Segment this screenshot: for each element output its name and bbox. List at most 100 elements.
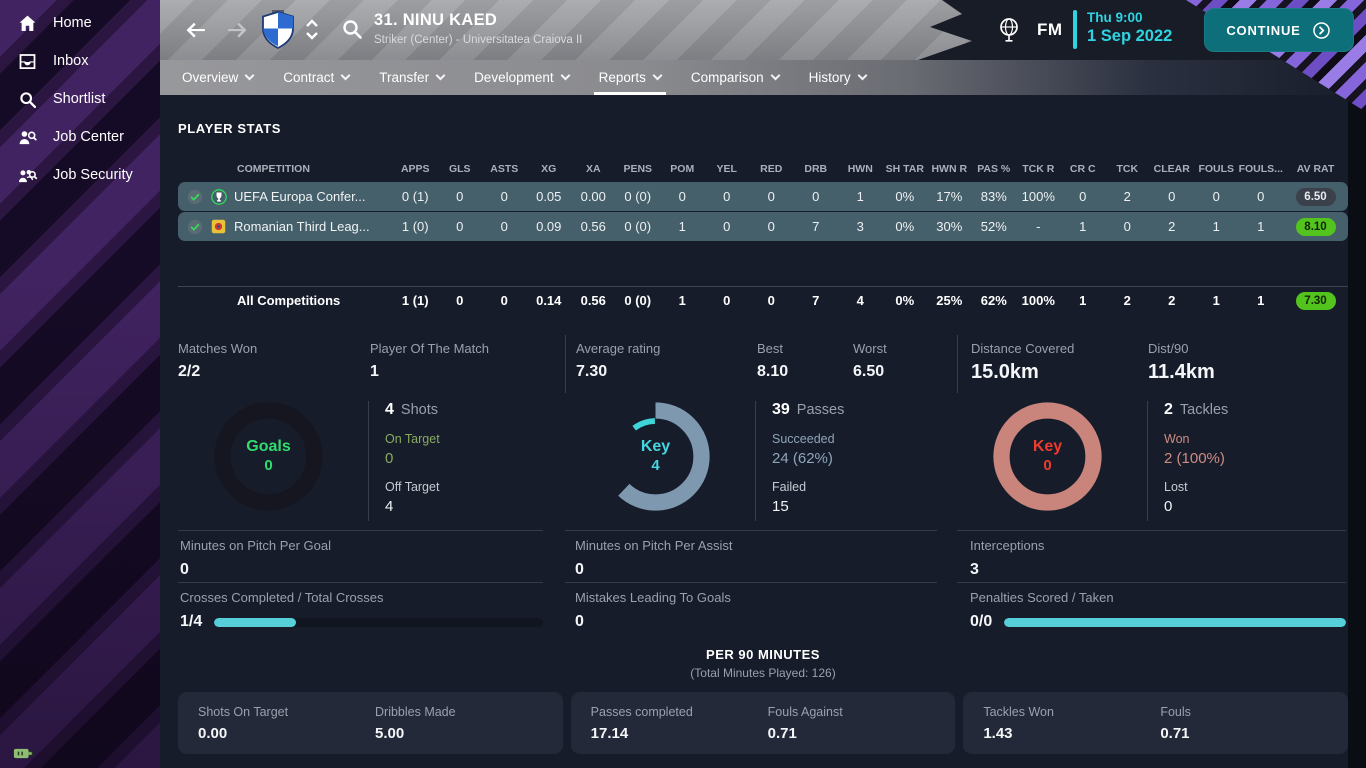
column-header-fouls[interactable]: FOULS xyxy=(1198,163,1235,175)
world-globe-icon[interactable] xyxy=(996,16,1022,44)
game-clock: Thu 9:00 1 Sep 2022 xyxy=(1073,10,1172,49)
stat-value: 0 (0) xyxy=(624,293,652,308)
column-header-xa[interactable]: XA xyxy=(585,163,601,175)
sidebar-item-home[interactable]: Home xyxy=(0,4,160,42)
stat-value: - xyxy=(1036,219,1041,234)
headline-label: Tackles xyxy=(1179,402,1229,418)
column-header-sh-tar[interactable]: SH TAR xyxy=(885,163,924,175)
table-row-romanian-third-leag[interactable]: Romanian Third Leag... 1 (0) 0 0 0.09 0.56 0 (… xyxy=(178,212,1348,241)
connection-status-icon xyxy=(13,746,35,761)
rating-cell: 6.50 xyxy=(1283,187,1348,206)
stat-value: 0% xyxy=(895,189,915,204)
stat-label: Worst xyxy=(853,341,887,356)
metric-value: 0/0 xyxy=(970,613,993,630)
column-header-asts[interactable]: ASTS xyxy=(490,163,519,175)
tab-transfer[interactable]: Transfer xyxy=(379,60,446,95)
stat-value: 7 xyxy=(812,293,820,308)
column-header-av-rat[interactable]: AV RAT xyxy=(1296,163,1335,175)
forward-arrow-icon[interactable] xyxy=(224,18,250,42)
metric-label: Minutes on Pitch Per Assist xyxy=(575,538,733,553)
club-crest-icon[interactable] xyxy=(261,10,295,50)
tab-history[interactable]: History xyxy=(809,60,868,95)
stat-value: 1 xyxy=(856,189,864,204)
stat-label: Passes completed xyxy=(590,704,693,719)
progress-bar-fill xyxy=(214,617,297,627)
fm-logo: FM xyxy=(1037,20,1063,39)
sidebar-item-inbox[interactable]: Inbox xyxy=(0,42,160,80)
column-header-red[interactable]: RED xyxy=(760,163,783,175)
donut-stats: 2 Tackles Won 2 (100%) Lost 0 xyxy=(1147,401,1342,521)
donut-center-value: 4 xyxy=(651,457,660,475)
tab-development[interactable]: Development xyxy=(474,60,571,95)
column-header-pas[interactable]: PAS % xyxy=(977,163,1011,175)
stat-value: 0 xyxy=(1212,189,1220,204)
sidebar-item-shortlist[interactable]: Shortlist xyxy=(0,80,160,118)
column-header-pom[interactable]: POM xyxy=(670,163,695,175)
stat-value: 0 xyxy=(767,219,775,234)
column-header-clear[interactable]: CLEAR xyxy=(1153,163,1190,175)
continue-button[interactable]: CONTINUE xyxy=(1204,8,1354,52)
donut-center-label: Key 0 xyxy=(990,399,1105,514)
donut-center-top: Key xyxy=(1032,438,1063,456)
stat-value: 0.00 xyxy=(198,724,228,742)
stat-value: 15.0km xyxy=(971,361,1039,383)
column-header-hwn[interactable]: HWN xyxy=(847,163,873,175)
tab-contract[interactable]: Contract xyxy=(283,60,351,95)
column-header-hwn-r[interactable]: HWN R xyxy=(931,163,968,175)
stat-label: Dribbles Made xyxy=(375,704,456,719)
column-header-gls[interactable]: GLS xyxy=(448,163,471,175)
column-header-tck[interactable]: TCK xyxy=(1116,163,1139,175)
donut-substat-on-target: On Target 0 xyxy=(385,432,559,467)
donut-substat-lost: Lost 0 xyxy=(1164,480,1342,515)
sidebar-item-job-security[interactable]: Job Security xyxy=(0,156,160,194)
column-header-competition[interactable]: COMPETITION xyxy=(237,163,310,175)
donut-chart-shots xyxy=(211,399,326,514)
search-icon[interactable] xyxy=(340,17,364,41)
metric-crosses-completed-total-crosses: Crosses Completed / Total Crosses 1/4 xyxy=(178,582,543,644)
tab-overview[interactable]: Overview xyxy=(182,60,255,95)
metric-mistakes-leading-to-goals: Mistakes Leading To Goals 0 xyxy=(565,582,937,644)
donut-headline: 39 Passes xyxy=(772,401,951,419)
donut-group-shots: Goals 0 4 Shots On Target 0 Off Target 4 xyxy=(178,395,565,525)
stat-value: 0.09 xyxy=(536,219,562,234)
donut-center-value: 0 xyxy=(1043,457,1052,475)
stat-label: Tackles Won xyxy=(983,704,1054,719)
stat-value: 1 xyxy=(1079,219,1087,234)
entity-switcher-chevrons-icon[interactable] xyxy=(303,17,321,43)
stat-value: 30% xyxy=(936,219,963,234)
sidebar-item-label: Shortlist xyxy=(53,91,106,107)
substat-label: On Target xyxy=(385,432,440,446)
tab-label: Contract xyxy=(283,70,335,85)
continue-label: CONTINUE xyxy=(1226,22,1301,38)
column-header-tck-r[interactable]: TCK R xyxy=(1022,163,1055,175)
job-security-icon xyxy=(17,165,38,186)
donut-stats: 4 Shots On Target 0 Off Target 4 xyxy=(368,401,559,521)
column-header-fouls[interactable]: FOULS... xyxy=(1238,163,1283,175)
column-header-cr-c[interactable]: CR C xyxy=(1069,163,1096,175)
column-header-pens[interactable]: PENS xyxy=(623,163,653,175)
back-arrow-icon[interactable] xyxy=(182,18,208,42)
tab-comparison[interactable]: Comparison xyxy=(691,60,781,95)
tab-reports[interactable]: Reports xyxy=(593,60,667,95)
stat-value: 1 (0) xyxy=(401,219,429,234)
stat-value: 0 (0) xyxy=(624,219,652,234)
donut-charts-row: Goals 0 4 Shots On Target 0 Off Target 4 Key 4 39 P… xyxy=(178,395,1348,525)
table-row-uefa-europa-confer[interactable]: UEFA Europa Confer... 0 (1) 0 0 0.05 0.00 0 (0… xyxy=(178,182,1348,211)
substat-label: Won xyxy=(1164,432,1190,446)
sidebar-item-job-center[interactable]: Job Center xyxy=(0,118,160,156)
chevron-down-icon xyxy=(244,70,255,81)
column-header-xg[interactable]: XG xyxy=(541,163,557,175)
job-center-icon xyxy=(17,127,38,148)
per90-stat-passes-completed: Passes completed 17.14 xyxy=(591,705,768,742)
metric-value: 0 xyxy=(575,613,584,630)
column-header-drb[interactable]: DRB xyxy=(804,163,828,175)
player-subtitle: Striker (Center) - Universitatea Craiova… xyxy=(374,34,583,46)
competition-cell: UEFA Europa Confer... xyxy=(178,188,393,206)
column-header-apps[interactable]: APPS xyxy=(400,163,430,175)
competition-name: UEFA Europa Confer... xyxy=(234,189,366,204)
column-header-yel[interactable]: YEL xyxy=(716,163,737,175)
inbox-icon xyxy=(17,51,38,72)
sidebar: Home Inbox Shortlist Job Center Job Security xyxy=(0,0,160,768)
metric-label: Minutes on Pitch Per Goal xyxy=(180,538,332,553)
summary-stat-matches-won: Matches Won 2/2 xyxy=(178,341,370,393)
